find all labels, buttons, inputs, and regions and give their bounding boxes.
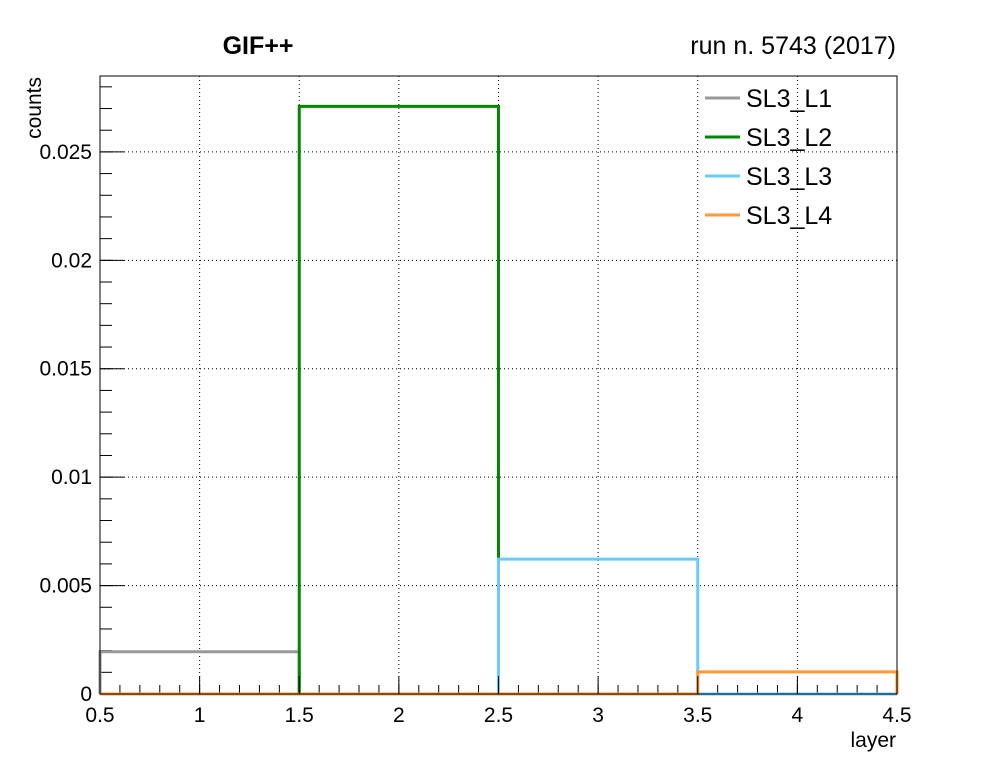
x-tick-label: 4.5	[882, 704, 911, 727]
x-axis-label: layer	[850, 729, 896, 752]
y-tick-label: 0	[80, 683, 92, 706]
chart-subtitle: run n. 5743 (2017)	[690, 32, 896, 60]
series-sl3_l3	[100, 557, 897, 696]
x-tick-label: 2	[393, 704, 405, 727]
x-tick-label: 1	[194, 704, 206, 727]
series-layer	[98, 104, 899, 696]
x-tick-label: 1.5	[285, 704, 314, 727]
y-axis-label: counts	[23, 77, 46, 139]
y-tick-label: 0.02	[51, 249, 92, 272]
legend-label: SL3_L3	[746, 163, 832, 191]
y-tick-label: 0.015	[39, 358, 92, 381]
chart-title: GIF++	[223, 32, 294, 60]
legend-label: SL3_L1	[746, 85, 832, 113]
legend-label: SL3_L2	[746, 124, 832, 152]
legend: SL3_L1 SL3_L2 SL3_L3 SL3_L4	[705, 85, 832, 230]
x-tick-label: 3.5	[683, 704, 712, 727]
x-tick-label: 0.5	[85, 704, 114, 727]
legend-label: SL3_L4	[746, 202, 832, 230]
y-tick-label: 0.025	[39, 141, 92, 164]
y-tick-label: 0.01	[51, 466, 92, 489]
x-tick-label: 2.5	[484, 704, 513, 727]
x-axis: 0.5 1 1.5 2 2.5 3 3.5 4 4.5	[85, 676, 912, 727]
x-tick-label: 3	[592, 704, 604, 727]
x-tick-label: 4	[792, 704, 804, 727]
y-tick-label: 0.005	[39, 575, 92, 598]
y-axis: 0 0.005 0.01 0.015 0.02 0.025	[39, 141, 124, 706]
